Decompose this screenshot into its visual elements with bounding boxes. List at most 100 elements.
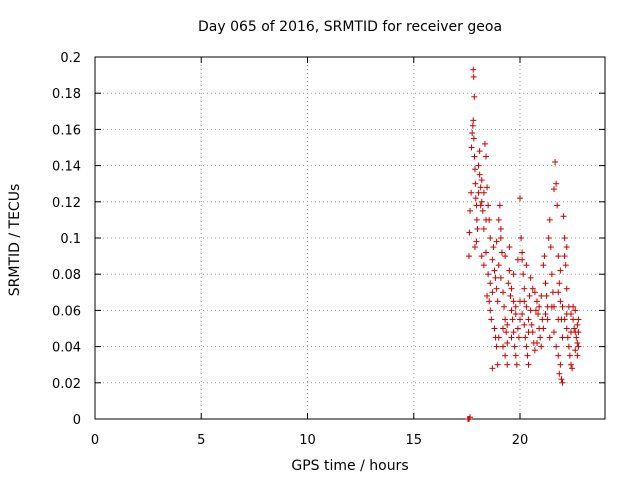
data-point [563, 244, 570, 251]
data-point [511, 343, 518, 350]
data-point [547, 244, 554, 251]
data-point [507, 292, 514, 299]
y-tick-label: 0.06 [52, 304, 81, 319]
data-point [513, 361, 520, 368]
data-point [484, 292, 491, 299]
data-point [500, 325, 506, 332]
data-point [468, 144, 475, 151]
y-tick-label: 0.12 [52, 196, 81, 211]
data-point [551, 329, 557, 336]
data-point [555, 316, 562, 323]
data-point [555, 352, 562, 359]
data-point [476, 171, 483, 178]
data-point [539, 316, 546, 323]
data-point [548, 271, 555, 278]
data-point [489, 256, 496, 263]
data-point [480, 262, 487, 269]
data-point [508, 334, 515, 341]
data-point [553, 343, 560, 350]
data-point [575, 343, 582, 350]
data-point [519, 311, 526, 318]
data-point [540, 325, 547, 332]
data-point [571, 325, 578, 332]
data-point [525, 329, 532, 336]
data-point [476, 148, 483, 155]
data-point [559, 334, 566, 341]
data-point [496, 202, 503, 209]
data-point [523, 343, 530, 350]
data-point [535, 311, 542, 318]
data-point [480, 225, 487, 232]
data-point [509, 316, 516, 323]
data-point [510, 298, 517, 305]
data-point [551, 303, 557, 310]
data-point [472, 195, 479, 202]
data-point [472, 180, 479, 187]
y-tick-label: 0.14 [52, 160, 81, 175]
data-point [502, 253, 509, 260]
x-tick-label: 10 [299, 433, 316, 448]
data-point [549, 289, 556, 296]
data-point [574, 321, 581, 328]
data-point [467, 414, 474, 421]
data-point [485, 202, 492, 209]
data-point [494, 361, 501, 368]
data-point [544, 316, 551, 323]
data-point [542, 311, 549, 318]
data-point [510, 329, 517, 336]
data-point [485, 271, 492, 278]
data-point [503, 329, 510, 336]
y-tick-label: 0 [73, 413, 81, 428]
data-point [478, 253, 485, 260]
data-point [531, 347, 538, 354]
data-point [517, 195, 523, 202]
data-point [490, 244, 497, 251]
data-point [556, 370, 563, 377]
data-point [505, 280, 512, 287]
data-point [504, 321, 511, 328]
data-point [481, 140, 488, 147]
data-point [478, 177, 485, 184]
x-tick-label: 20 [512, 433, 529, 448]
data-point [497, 274, 504, 281]
x-tick-label: 5 [197, 433, 205, 448]
data-point [493, 343, 500, 350]
data-point [475, 162, 482, 169]
data-point [497, 235, 504, 241]
data-point [502, 316, 509, 323]
data-point [534, 339, 540, 346]
data-point [467, 207, 474, 214]
data-point [572, 307, 579, 314]
data-point [483, 249, 489, 256]
data-point [575, 329, 582, 336]
data-point [466, 229, 473, 236]
data-point [564, 334, 571, 341]
data-point [559, 303, 566, 310]
data-point [521, 298, 528, 305]
data-point [477, 202, 484, 209]
data-point [557, 267, 564, 274]
data-point [514, 256, 521, 263]
x-tick-label: 15 [405, 433, 422, 448]
data-point [495, 334, 502, 341]
data-point [521, 321, 528, 328]
data-point [520, 271, 527, 278]
data-point [574, 352, 581, 359]
data-point [488, 316, 495, 323]
data-point [495, 216, 502, 223]
data-point [495, 262, 502, 269]
data-point [558, 376, 565, 383]
data-point [557, 298, 564, 305]
data-point [565, 343, 572, 350]
data-point [515, 334, 522, 341]
data-point [542, 280, 549, 287]
data-point [501, 303, 508, 310]
data-point [525, 361, 532, 368]
data-point [566, 352, 573, 359]
data-point [478, 198, 485, 205]
data-point [475, 189, 482, 196]
data-point [466, 253, 472, 260]
y-tick-label: 0.16 [52, 123, 81, 138]
data-point [561, 235, 568, 241]
